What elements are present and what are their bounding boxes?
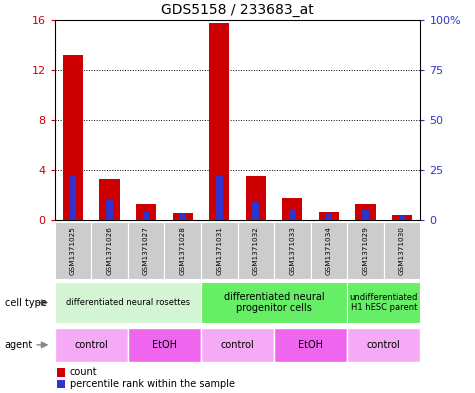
Bar	[246, 176, 266, 220]
Bar	[180, 214, 186, 220]
Text: percentile rank within the sample: percentile rank within the sample	[70, 379, 235, 389]
Bar	[57, 368, 65, 377]
Text: agent: agent	[5, 340, 33, 350]
Text: GSM1371027: GSM1371027	[143, 226, 149, 275]
Text: GSM1371030: GSM1371030	[399, 226, 405, 275]
Bar	[355, 204, 376, 220]
Bar	[70, 176, 76, 220]
Bar	[326, 214, 332, 220]
FancyBboxPatch shape	[274, 222, 311, 279]
FancyBboxPatch shape	[201, 282, 347, 323]
Bar	[399, 216, 405, 220]
Bar	[99, 179, 120, 220]
Bar	[282, 198, 303, 220]
FancyBboxPatch shape	[91, 222, 128, 279]
Text: GSM1371029: GSM1371029	[362, 226, 369, 275]
FancyBboxPatch shape	[238, 222, 274, 279]
Bar	[136, 204, 156, 220]
Text: undifferentiated
H1 hESC parent: undifferentiated H1 hESC parent	[350, 293, 418, 312]
Text: control: control	[74, 340, 108, 350]
Bar	[143, 212, 149, 220]
FancyBboxPatch shape	[164, 222, 201, 279]
FancyBboxPatch shape	[384, 222, 420, 279]
Text: EtOH: EtOH	[298, 340, 323, 350]
FancyBboxPatch shape	[311, 222, 347, 279]
Text: EtOH: EtOH	[152, 340, 177, 350]
Bar	[253, 202, 259, 220]
Bar	[319, 212, 339, 220]
FancyBboxPatch shape	[201, 222, 238, 279]
Bar	[362, 210, 369, 220]
Bar	[106, 200, 113, 220]
Text: GSM1371034: GSM1371034	[326, 226, 332, 275]
Title: GDS5158 / 233683_at: GDS5158 / 233683_at	[161, 3, 314, 17]
FancyBboxPatch shape	[201, 328, 274, 362]
Text: count: count	[70, 367, 97, 377]
FancyBboxPatch shape	[55, 328, 128, 362]
Text: GSM1371032: GSM1371032	[253, 226, 259, 275]
Bar	[289, 210, 295, 220]
Text: control: control	[220, 340, 255, 350]
Text: differentiated neural
progenitor cells: differentiated neural progenitor cells	[224, 292, 324, 313]
Text: GSM1371028: GSM1371028	[180, 226, 186, 275]
Bar	[209, 24, 229, 220]
Text: control: control	[367, 340, 401, 350]
Text: differentiated neural rosettes: differentiated neural rosettes	[66, 298, 190, 307]
FancyBboxPatch shape	[274, 328, 347, 362]
FancyBboxPatch shape	[347, 222, 384, 279]
Text: GSM1371033: GSM1371033	[289, 226, 295, 275]
Text: GSM1371026: GSM1371026	[106, 226, 113, 275]
Text: GSM1371031: GSM1371031	[216, 226, 222, 275]
FancyBboxPatch shape	[347, 328, 420, 362]
Bar	[172, 213, 193, 220]
FancyBboxPatch shape	[55, 222, 91, 279]
FancyBboxPatch shape	[347, 282, 420, 323]
Bar	[392, 215, 412, 220]
Text: cell type: cell type	[5, 298, 47, 308]
FancyBboxPatch shape	[55, 282, 201, 323]
FancyBboxPatch shape	[128, 222, 164, 279]
FancyBboxPatch shape	[128, 328, 201, 362]
Bar	[216, 176, 222, 220]
Bar	[57, 380, 65, 388]
Bar	[63, 55, 83, 220]
Text: GSM1371025: GSM1371025	[70, 226, 76, 275]
